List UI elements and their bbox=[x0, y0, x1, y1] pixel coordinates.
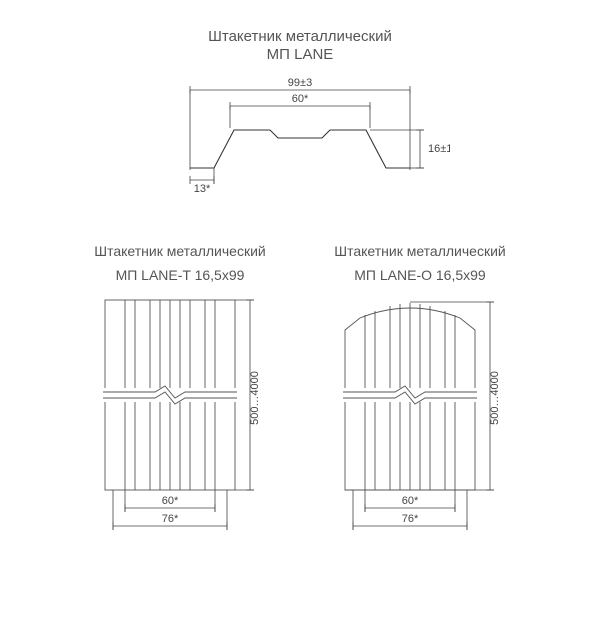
variants-row: Штакетник металлический МП LANE-T 16,5х9… bbox=[0, 242, 600, 555]
variant-o-height: 500…4000 bbox=[489, 371, 501, 425]
variant-t-diagram: 500…4000 60* 76* bbox=[75, 290, 285, 550]
variant-t-outer: 76* bbox=[162, 513, 179, 525]
variant-o-inner: 60* bbox=[402, 495, 419, 507]
main-title-line1: Штакетник металлический bbox=[0, 28, 600, 46]
dim-base: 13* bbox=[194, 183, 211, 192]
dim-inner-width: 60* bbox=[292, 93, 309, 105]
variant-t: Штакетник металлический МП LANE-T 16,5х9… bbox=[75, 242, 285, 555]
variant-t-inner: 60* bbox=[162, 495, 179, 507]
variant-o-diagram: 500…4000 60* 76* bbox=[315, 290, 525, 550]
profile-diagram: 99±3 60* 16±1 13* bbox=[150, 72, 450, 192]
variant-t-height: 500…4000 bbox=[249, 371, 261, 425]
main-title-line2: МП LANE bbox=[0, 46, 600, 64]
variant-t-title-1: Штакетник металлический bbox=[75, 242, 285, 260]
variant-t-title-2: МП LANE-T 16,5х99 bbox=[75, 266, 285, 284]
dim-total-width: 99±3 bbox=[288, 77, 312, 89]
variant-o: Штакетник металлический МП LANE-O 16,5х9… bbox=[315, 242, 525, 555]
variant-o-outer: 76* bbox=[402, 513, 419, 525]
variant-o-title-1: Штакетник металлический bbox=[315, 242, 525, 260]
variant-o-title-2: МП LANE-O 16,5х99 bbox=[315, 266, 525, 284]
dim-height: 16±1 bbox=[428, 143, 450, 155]
